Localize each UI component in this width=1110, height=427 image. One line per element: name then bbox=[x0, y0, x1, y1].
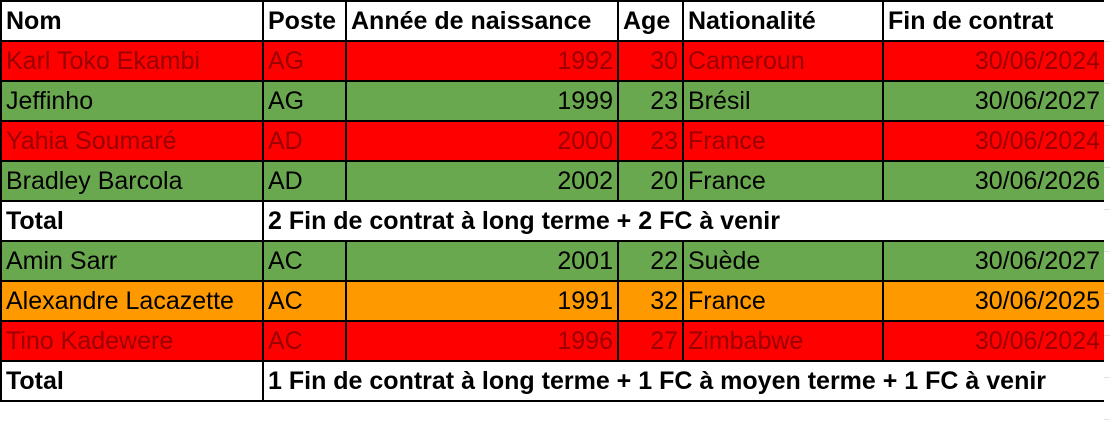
header-poste[interactable]: Poste bbox=[262, 0, 347, 42]
cell-annee[interactable]: 1991 bbox=[345, 280, 619, 322]
sheet-gridlines bbox=[1104, 0, 1110, 427]
cell-poste[interactable]: AD bbox=[262, 160, 347, 202]
cell-nom[interactable]: Amin Sarr bbox=[0, 240, 264, 282]
cell-age[interactable]: 27 bbox=[617, 320, 684, 362]
cell-age[interactable]: 22 bbox=[617, 240, 684, 282]
cell-fin-contrat[interactable]: 30/06/2026 bbox=[882, 160, 1106, 202]
header-nationalite[interactable]: Nationalité bbox=[682, 0, 884, 42]
cell-fin-contrat[interactable]: 30/06/2024 bbox=[882, 120, 1106, 162]
cell-nationalite[interactable]: Suède bbox=[682, 240, 884, 282]
table-row: Bradley Barcola AD 2002 20 France 30/06/… bbox=[0, 160, 1106, 202]
cell-fin-contrat[interactable]: 30/06/2025 bbox=[882, 280, 1106, 322]
cell-nationalite[interactable]: France bbox=[682, 120, 884, 162]
cell-nationalite[interactable]: France bbox=[682, 160, 884, 202]
cell-age[interactable]: 23 bbox=[617, 120, 684, 162]
header-annee[interactable]: Année de naissance bbox=[345, 0, 619, 42]
cell-nationalite[interactable]: Brésil bbox=[682, 80, 884, 122]
cell-poste[interactable]: AG bbox=[262, 80, 347, 122]
cell-annee[interactable]: 2000 bbox=[345, 120, 619, 162]
cell-age[interactable]: 20 bbox=[617, 160, 684, 202]
cell-nom[interactable]: Jeffinho bbox=[0, 80, 264, 122]
cell-poste[interactable]: AC bbox=[262, 240, 347, 282]
cell-nom[interactable]: Yahia Soumaré bbox=[0, 120, 264, 162]
cell-nom[interactable]: Bradley Barcola bbox=[0, 160, 264, 202]
cell-annee[interactable]: 2001 bbox=[345, 240, 619, 282]
cell-nom[interactable]: Tino Kadewere bbox=[0, 320, 264, 362]
cell-poste[interactable]: AD bbox=[262, 120, 347, 162]
cell-poste[interactable]: AC bbox=[262, 280, 347, 322]
total-summary[interactable]: 1 Fin de contrat à long terme + 1 FC à m… bbox=[262, 360, 1106, 402]
table-row: Karl Toko Ekambi AG 1992 30 Cameroun 30/… bbox=[0, 40, 1106, 82]
cell-annee[interactable]: 1992 bbox=[345, 40, 619, 82]
cell-annee[interactable]: 1999 bbox=[345, 80, 619, 122]
cell-poste[interactable]: AC bbox=[262, 320, 347, 362]
cell-age[interactable]: 32 bbox=[617, 280, 684, 322]
cell-fin-contrat[interactable]: 30/06/2024 bbox=[882, 320, 1106, 362]
players-table: Nom Poste Année de naissance Age Nationa… bbox=[0, 0, 1106, 402]
cell-annee[interactable]: 1996 bbox=[345, 320, 619, 362]
cell-age[interactable]: 23 bbox=[617, 80, 684, 122]
table-row: Tino Kadewere AC 1996 27 Zimbabwe 30/06/… bbox=[0, 320, 1106, 362]
total-label[interactable]: Total bbox=[0, 200, 264, 242]
table-row: Yahia Soumaré AD 2000 23 France 30/06/20… bbox=[0, 120, 1106, 162]
cell-fin-contrat[interactable]: 30/06/2024 bbox=[882, 40, 1106, 82]
cell-nationalite[interactable]: Zimbabwe bbox=[682, 320, 884, 362]
cell-nationalite[interactable]: Cameroun bbox=[682, 40, 884, 82]
cell-poste[interactable]: AG bbox=[262, 40, 347, 82]
total-row: Total 2 Fin de contrat à long terme + 2 … bbox=[0, 200, 1106, 242]
header-nom[interactable]: Nom bbox=[0, 0, 264, 42]
table-row: Jeffinho AG 1999 23 Brésil 30/06/2027 bbox=[0, 80, 1106, 122]
cell-age[interactable]: 30 bbox=[617, 40, 684, 82]
cell-nom[interactable]: Karl Toko Ekambi bbox=[0, 40, 264, 82]
header-fin-contrat[interactable]: Fin de contrat bbox=[882, 0, 1106, 42]
header-row: Nom Poste Année de naissance Age Nationa… bbox=[0, 0, 1106, 42]
cell-fin-contrat[interactable]: 30/06/2027 bbox=[882, 240, 1106, 282]
cell-nationalite[interactable]: France bbox=[682, 280, 884, 322]
total-row: Total 1 Fin de contrat à long terme + 1 … bbox=[0, 360, 1106, 402]
table-row: Amin Sarr AC 2001 22 Suède 30/06/2027 bbox=[0, 240, 1106, 282]
cell-fin-contrat[interactable]: 30/06/2027 bbox=[882, 80, 1106, 122]
total-summary[interactable]: 2 Fin de contrat à long terme + 2 FC à v… bbox=[262, 200, 1106, 242]
cell-annee[interactable]: 2002 bbox=[345, 160, 619, 202]
cell-nom[interactable]: Alexandre Lacazette bbox=[0, 280, 264, 322]
header-age[interactable]: Age bbox=[617, 0, 684, 42]
table-row: Alexandre Lacazette AC 1991 32 France 30… bbox=[0, 280, 1106, 322]
total-label[interactable]: Total bbox=[0, 360, 264, 402]
